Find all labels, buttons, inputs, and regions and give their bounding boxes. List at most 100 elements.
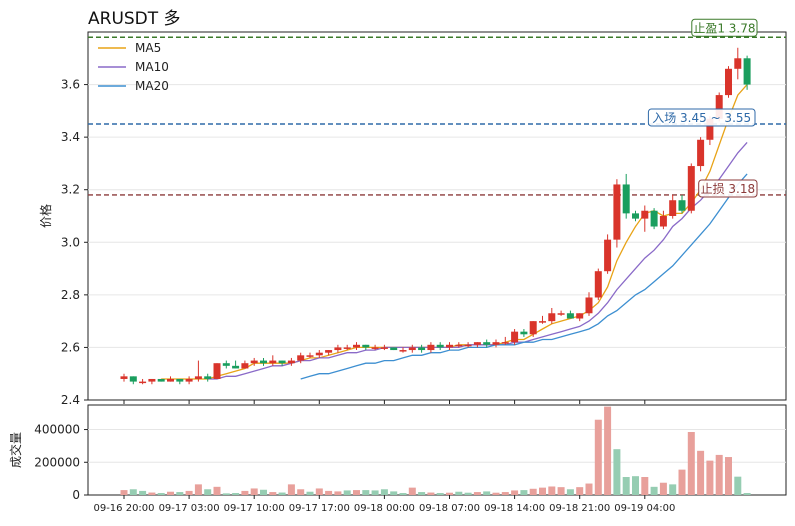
candle-body [194, 376, 202, 379]
volume-tick-label: 0 [72, 488, 80, 502]
volume-bar [464, 492, 472, 495]
candle-body [390, 347, 398, 351]
x-tick-label: 09-18 21:00 [549, 503, 610, 514]
candle-body [399, 350, 407, 352]
candle [641, 205, 649, 232]
candle-body [148, 378, 156, 382]
candle [371, 344, 379, 351]
candle [334, 344, 342, 353]
volume-bar [659, 482, 667, 495]
volume-bar [585, 483, 593, 495]
candle [520, 329, 528, 337]
volume-bar [678, 469, 686, 495]
candle [343, 344, 351, 351]
volume-bar [427, 492, 435, 495]
candle-body [167, 378, 174, 382]
candle-body [501, 342, 509, 344]
candle [501, 336, 509, 345]
volume-bar [148, 492, 156, 495]
candle [250, 357, 258, 366]
price-tick-label: 3.0 [61, 235, 80, 249]
volume-bar [222, 493, 230, 495]
candle [473, 342, 481, 348]
candle [548, 308, 556, 324]
candle-body [725, 68, 732, 96]
volume-bar [418, 492, 426, 495]
candle-body [362, 344, 370, 348]
volume-bar [697, 450, 705, 495]
candle-body [436, 344, 444, 348]
candle [576, 313, 584, 322]
x-tick-label: 09-18 00:00 [354, 503, 415, 514]
x-tick-label: 09-18 07:00 [419, 503, 480, 514]
level-lines [88, 36, 786, 196]
x-tick-label: 09-17 03:00 [159, 503, 220, 514]
volume-bar [260, 489, 267, 495]
candle-body [315, 352, 323, 356]
volume-bar [613, 449, 621, 495]
volume-bar [473, 492, 481, 495]
candle-body [139, 381, 147, 384]
candle [446, 342, 453, 351]
candle [120, 373, 128, 382]
volume-bar [371, 490, 379, 495]
volume-bar [297, 489, 305, 495]
candle-body [632, 213, 639, 219]
candle [678, 194, 686, 214]
x-tick-label: 09-17 10:00 [224, 503, 285, 514]
candle-body [492, 342, 500, 345]
x-tick-label: 09-19 04:00 [614, 503, 675, 514]
volume-tick-label: 400000 [34, 423, 80, 437]
volume-bar [390, 491, 398, 495]
candle [325, 350, 333, 356]
x-tick-label: 09-16 20:00 [93, 503, 154, 514]
candle-body [511, 331, 519, 343]
candle-body [557, 313, 565, 315]
candle [697, 137, 705, 172]
candle [669, 194, 677, 219]
candle [399, 347, 407, 353]
x-tick-label: 09-18 14:00 [484, 503, 545, 514]
volume-bar [650, 486, 658, 495]
volume-bar [278, 492, 286, 495]
candle [241, 360, 249, 369]
candle-body [483, 342, 491, 345]
price-tick-label: 2.6 [61, 340, 80, 354]
volume-bar [129, 489, 137, 495]
candle-body [585, 297, 593, 314]
candle-body [260, 360, 267, 364]
candle-body [297, 355, 305, 361]
candle-body [697, 139, 705, 167]
candle-body [566, 313, 574, 319]
volume-bar [715, 454, 723, 495]
candle [362, 344, 370, 351]
candle [464, 342, 472, 348]
candle-body [129, 376, 137, 382]
candle-body [353, 344, 360, 348]
volume-bar [604, 406, 612, 495]
candle [185, 376, 193, 385]
candle [213, 363, 221, 379]
volume-bar [306, 491, 314, 495]
entry-label-box [647, 108, 756, 127]
entry-label: 入场 3.45 ~ 3.55 [647, 108, 756, 127]
candle [492, 339, 500, 348]
candle-body [204, 376, 212, 379]
volume-bar [539, 487, 546, 495]
candle [687, 163, 695, 214]
legend-label: MA5 [135, 41, 161, 55]
candle-body [371, 347, 379, 349]
candle [287, 357, 295, 366]
volume-bar [194, 484, 202, 495]
volume-bar [734, 476, 742, 495]
volume-bar [334, 491, 342, 495]
candle [408, 344, 416, 353]
candle-body [334, 347, 342, 351]
candle-body [343, 347, 351, 349]
candle-body [278, 360, 286, 364]
stop-loss-label-box [698, 179, 758, 198]
candle [557, 310, 565, 316]
ma20-line [300, 173, 748, 380]
candle [148, 378, 156, 385]
